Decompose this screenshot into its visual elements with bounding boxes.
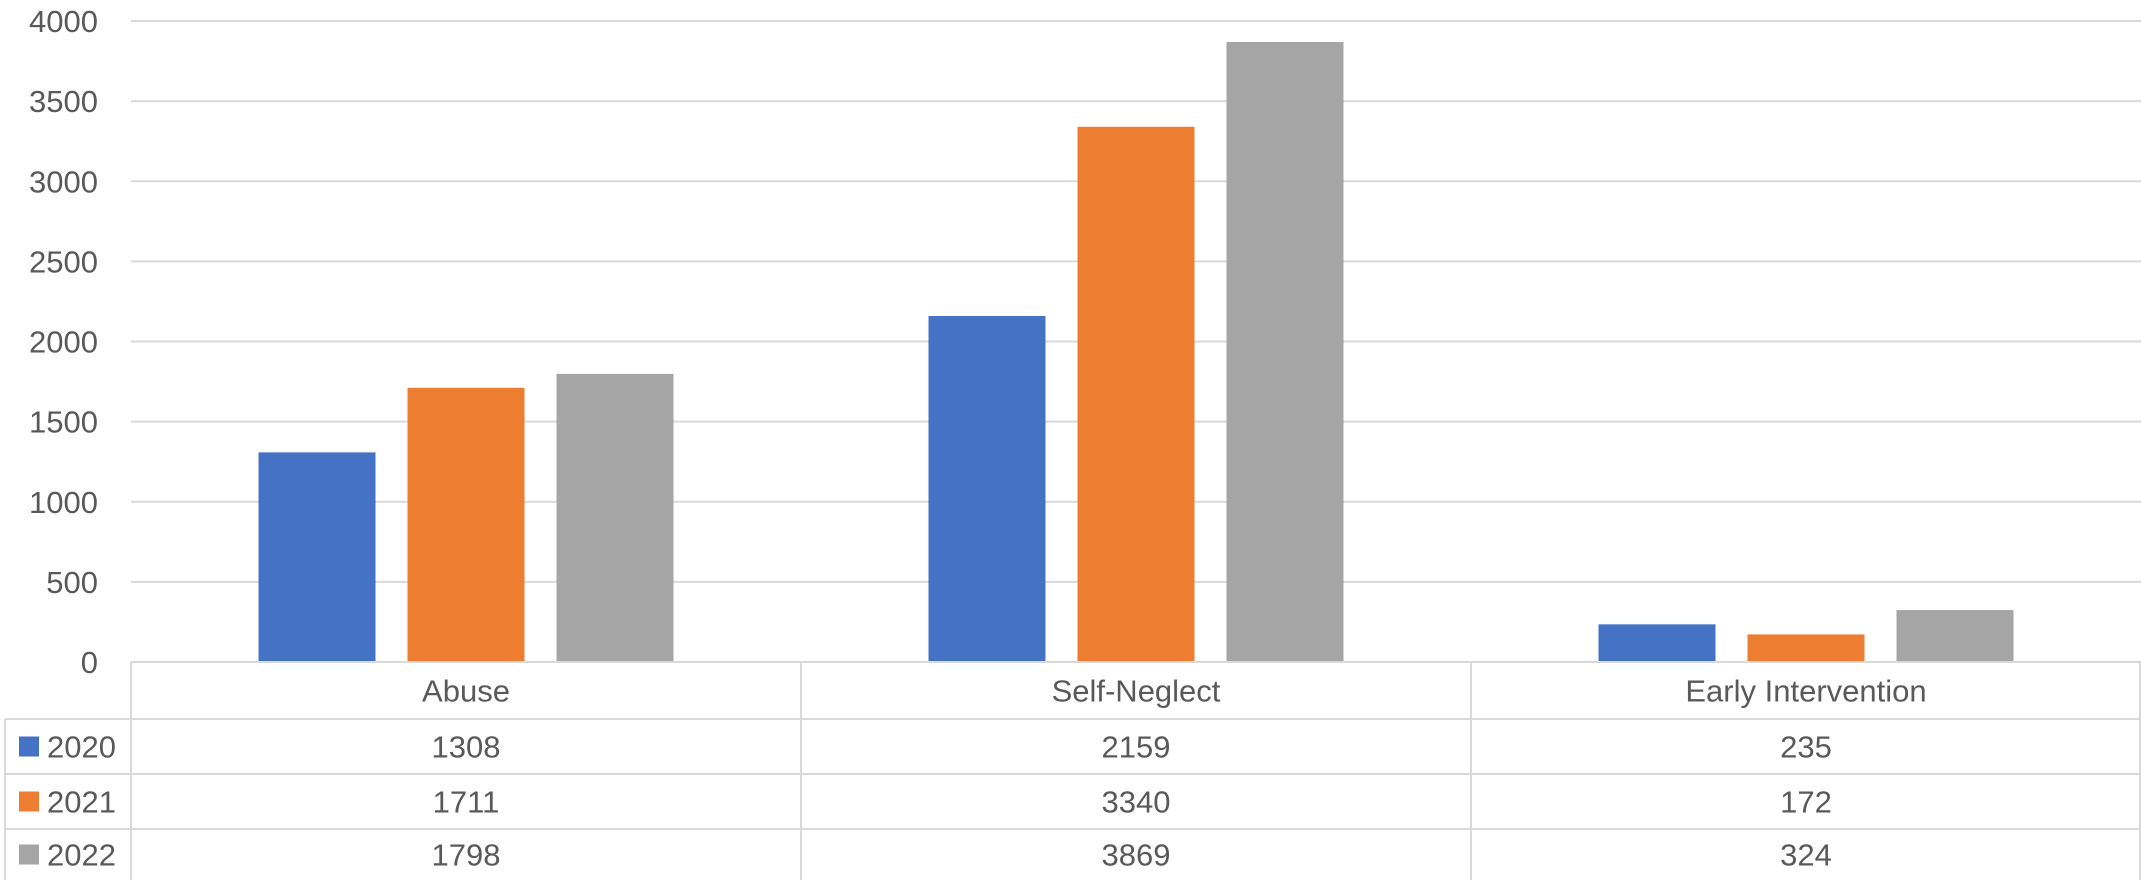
legend-key-2020 [19,736,39,757]
y-tick-label: 1000 [29,485,98,520]
bar-2020-early-intervention [1598,624,1716,662]
y-tick-label: 2000 [29,325,98,360]
y-tick-label: 3500 [29,84,98,119]
table-value: 3340 [1102,785,1171,820]
y-tick-label: 3000 [29,164,98,199]
y-tick-label: 1500 [29,405,98,440]
x-category-label: Early Intervention [1685,674,1926,709]
y-tick-label: 2500 [29,244,98,279]
bar-2021-abuse [407,387,525,662]
bar-2022-abuse [556,373,674,662]
legend-label: 2021 [47,785,116,820]
bar-2020-self-neglect [928,316,1046,662]
table-value: 172 [1780,785,1832,820]
table-value: 324 [1780,838,1832,873]
bar-2022-self-neglect [1226,41,1344,663]
x-category-label: Abuse [422,674,510,709]
legend-label: 2020 [47,730,116,765]
x-category-label: Self-Neglect [1052,674,1221,709]
bar-2022-early-intervention [1896,610,2014,662]
table-value: 2159 [1102,730,1171,765]
legend-label: 2022 [47,838,116,873]
y-tick-label: 4000 [29,4,98,39]
y-tick-label: 500 [46,565,98,600]
table-value: 3869 [1102,838,1171,873]
table-value: 1308 [432,730,501,765]
table-value: 235 [1780,730,1832,765]
table-value: 1798 [432,838,501,873]
bar-2021-early-intervention [1747,634,1865,662]
legend-key-2021 [19,791,39,812]
bar-2021-self-neglect [1077,126,1195,662]
table-value: 1711 [433,785,500,820]
legend-key-2022 [19,844,39,865]
bar-2020-abuse [258,452,376,662]
y-tick-label: 0 [81,645,98,680]
